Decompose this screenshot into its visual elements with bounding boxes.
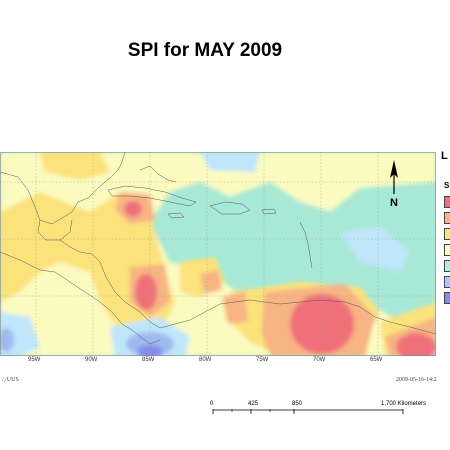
legend-swatch-extremely-dry [444,292,450,304]
coastline-south-america [174,299,436,335]
svg-text:N: N [390,197,398,208]
coastline-mexico-gulf [0,171,89,225]
coastline-hispaniola [209,201,251,215]
moderately-wet-area [40,152,110,180]
coastline-central-america [0,251,161,345]
legend-swatch-very-wet [444,212,450,224]
lon-tick-label: 95W [28,357,41,363]
coastline-jamaica [167,212,185,219]
moderately-dry-area [200,152,260,172]
scale-label-0: 0 [210,401,214,407]
extremely-wet-area [396,333,436,356]
map-title: SPI for MAY 2009 [127,40,283,61]
legend-title: L [441,150,448,162]
north-arrow-icon: N [390,160,398,208]
coastline-bahamas [139,165,177,183]
legend-swatch-moderately-wet [444,228,450,240]
extremely-wet-area [290,294,354,354]
scale-label-425: 425 [248,401,259,407]
coastline-central-america-caribbean [59,239,176,329]
moderately-dry-area [340,227,410,272]
lon-tick-label: 85W [142,357,155,363]
extremely-dry-area [137,345,163,356]
coastline-lesser-antilles [299,221,313,269]
very-dry-area [0,328,14,352]
scale-bar [212,409,404,414]
very-wet-area [200,270,222,294]
lon-tick-label: 75W [256,357,269,363]
legend-subtitle: S [444,181,450,190]
legend-swatch-near-normal [444,244,450,256]
legend-swatch-very-dry [444,276,450,288]
spi-map [0,152,436,356]
scale-label-1700: 1,700 Kilometers [381,401,427,407]
lon-tick-label: 80W [199,357,212,363]
timestamp-footer-text: 2009-05-16-14:2 [396,377,437,383]
legend-swatch-extremely-wet [444,196,450,208]
coastline-yucatan [37,219,73,241]
very-wet-area [222,292,248,324]
extremely-wet-area [124,201,142,217]
coastline-puerto-rico [261,208,277,215]
left-footer-text: /,/UUS [2,377,19,383]
extremely-wet-area [135,274,157,310]
scale-label-850: 850 [292,401,303,407]
lon-tick-label: 65W [370,357,383,363]
coastline-cuba [107,185,197,207]
lon-tick-label: 70W [313,357,326,363]
coastline-florida [87,152,126,199]
lon-tick-label: 90W [85,357,98,363]
legend-swatch-moderately-dry [444,260,450,272]
